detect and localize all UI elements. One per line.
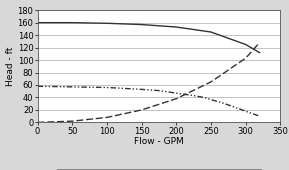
Legend: Pump Curve, System, Speed #2: Pump Curve, System, Speed #2	[56, 169, 262, 170]
X-axis label: Flow - GPM: Flow - GPM	[134, 137, 184, 146]
Y-axis label: Head - ft: Head - ft	[6, 47, 15, 86]
